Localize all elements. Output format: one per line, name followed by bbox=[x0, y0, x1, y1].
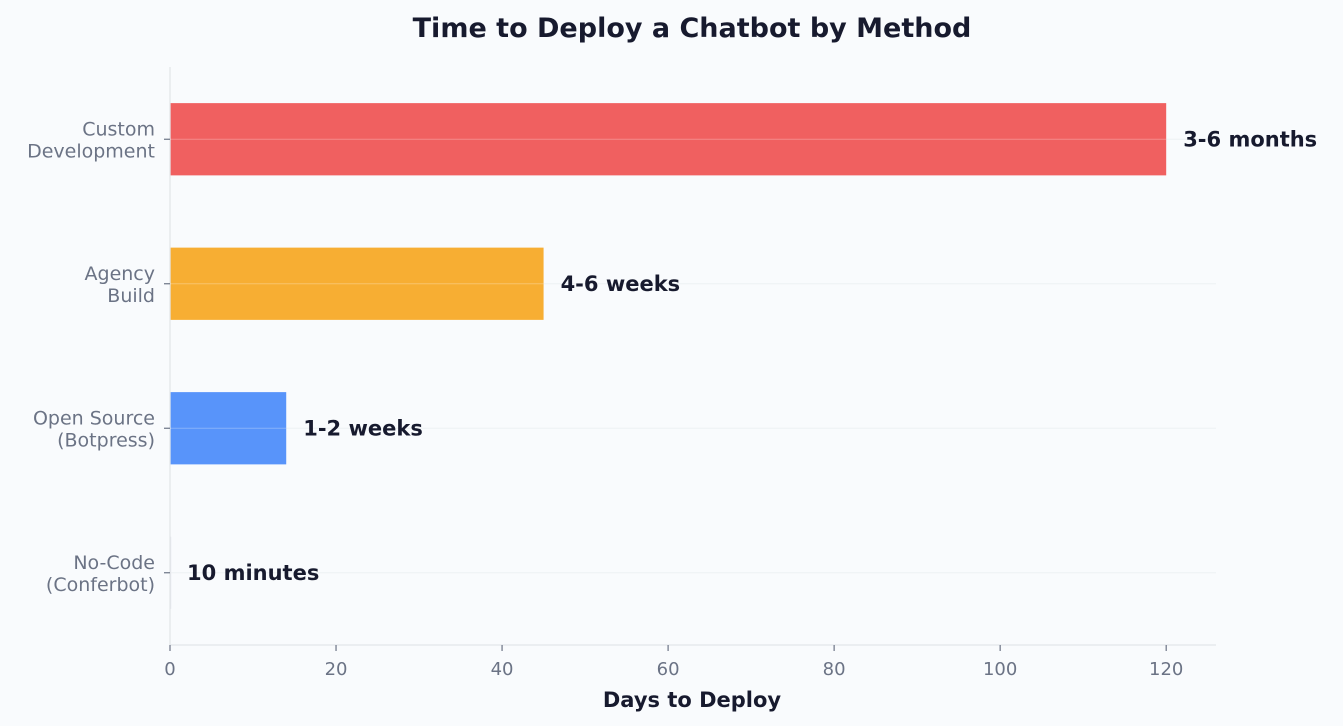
x-tick-label-3: 40 bbox=[491, 659, 514, 680]
grid-lines bbox=[170, 138, 1216, 574]
bar-1 bbox=[170, 103, 1167, 176]
data-label-3: 1-2 weeks bbox=[303, 416, 423, 440]
x-tick-label-1: 0 bbox=[164, 659, 175, 680]
bar-2 bbox=[170, 247, 544, 320]
x-tick-label-2: 20 bbox=[325, 659, 348, 680]
x-tick-label-6: 100 bbox=[983, 659, 1017, 680]
x-ticks: 0 20 40 60 80 100 120 bbox=[164, 645, 1183, 680]
data-labels: 3-6 months 4-6 weeks 1-2 weeks 10 minutes bbox=[187, 127, 1317, 585]
bars bbox=[170, 103, 1167, 609]
y-category-label-4: No-Code (Conferbot) bbox=[46, 552, 155, 596]
y-category-label-2: Agency Build bbox=[85, 263, 155, 307]
y-category-label-3: Open Source (Botpress) bbox=[33, 407, 155, 451]
axes bbox=[169, 67, 1216, 646]
bar-3 bbox=[170, 392, 287, 465]
data-label-1: 3-6 months bbox=[1183, 127, 1317, 151]
data-label-2: 4-6 weeks bbox=[561, 272, 681, 296]
x-tick-label-5: 80 bbox=[823, 659, 846, 680]
x-tick-label-7: 120 bbox=[1149, 659, 1183, 680]
x-tick-label-4: 60 bbox=[657, 659, 680, 680]
x-axis-label: Days to Deploy bbox=[603, 688, 782, 712]
chart-title: Time to Deploy a Chatbot by Method bbox=[413, 13, 972, 44]
y-category-labels: Custom Development Agency Build Open Source(… bbox=[27, 118, 170, 596]
data-label-4: 10 minutes bbox=[187, 561, 319, 585]
y-category-label-1: Custom Development bbox=[27, 118, 155, 162]
